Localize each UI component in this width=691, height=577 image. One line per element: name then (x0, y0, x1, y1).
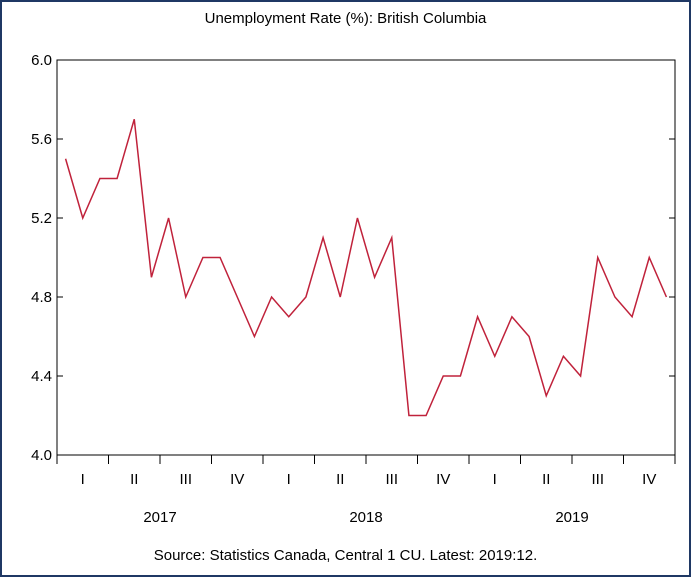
y-tick-label: 6.0 (31, 52, 52, 69)
y-tick-label: 4.0 (31, 447, 52, 464)
y-tick-label: 5.6 (31, 131, 52, 148)
quarter-label: III (591, 471, 604, 488)
year-label: 2018 (349, 509, 382, 526)
series-line (64, 119, 668, 417)
quarter-label: IV (230, 471, 244, 488)
year-label: 2019 (555, 509, 588, 526)
chart-source-note: Source: Statistics Canada, Central 1 CU.… (153, 547, 538, 564)
quarter-label: II (336, 471, 344, 488)
y-tick-label: 5.2 (31, 210, 52, 227)
y-tick-label: 4.4 (31, 368, 52, 385)
y-tick-label: 4.8 (31, 289, 52, 306)
quarter-label: I (81, 471, 85, 488)
quarter-label: III (385, 471, 398, 488)
quarter-label: II (130, 471, 138, 488)
quarter-label: I (493, 471, 497, 488)
quarter-label: I (287, 471, 291, 488)
quarter-label: III (179, 471, 192, 488)
year-label: 2017 (143, 509, 176, 526)
quarter-label: IV (436, 471, 450, 488)
quarter-label: IV (642, 471, 656, 488)
quarter-label: II (542, 471, 550, 488)
chart-title: Unemployment Rate (%): British Columbia (204, 10, 487, 27)
